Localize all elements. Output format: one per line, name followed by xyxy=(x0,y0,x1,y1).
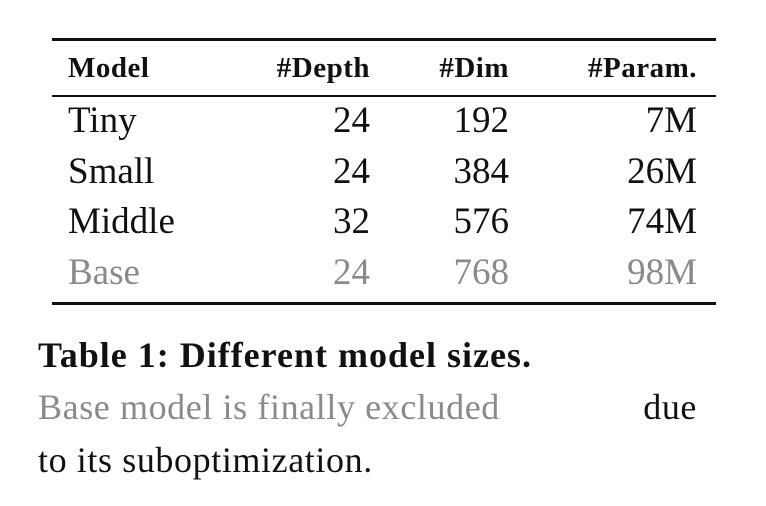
table-cell: 98M xyxy=(627,251,697,293)
header-cell: #Param. xyxy=(588,52,697,84)
header-cell: #Dim xyxy=(439,52,509,84)
mid-rule xyxy=(52,95,716,97)
table-cell: 768 xyxy=(453,251,510,293)
table-cell: 7M xyxy=(645,100,697,141)
caption-line: Base model is finally excluded due xyxy=(38,385,697,429)
caption-text: due xyxy=(643,387,697,427)
table-cell: 32 xyxy=(333,201,370,242)
table-cell: 74M xyxy=(627,201,697,242)
caption-label: Table 1: xyxy=(38,335,170,375)
table-cell: 192 xyxy=(453,100,510,141)
table-cell: Middle xyxy=(68,201,175,242)
table-cell: 24 xyxy=(333,100,370,141)
top-rule xyxy=(52,38,716,41)
caption-muted: Base model is finally excluded xyxy=(38,387,500,427)
header-cell: Model xyxy=(68,52,150,84)
table-cell: 24 xyxy=(333,150,370,192)
table-cell: Small xyxy=(68,150,155,192)
table-cell: 576 xyxy=(453,201,510,242)
caption-title: Different model sizes. xyxy=(179,335,532,375)
header-cell: #Depth xyxy=(276,52,370,84)
bottom-rule xyxy=(52,302,716,305)
table-cell: 24 xyxy=(333,251,370,293)
caption-heading: Table 1: Different model sizes. xyxy=(38,333,697,377)
caption-text: to its suboptimization. xyxy=(38,440,373,480)
table-cell: 384 xyxy=(453,150,510,192)
table-cell: Tiny xyxy=(68,100,137,141)
table-cell: 26M xyxy=(627,150,697,192)
table-cell: Base xyxy=(68,251,140,293)
